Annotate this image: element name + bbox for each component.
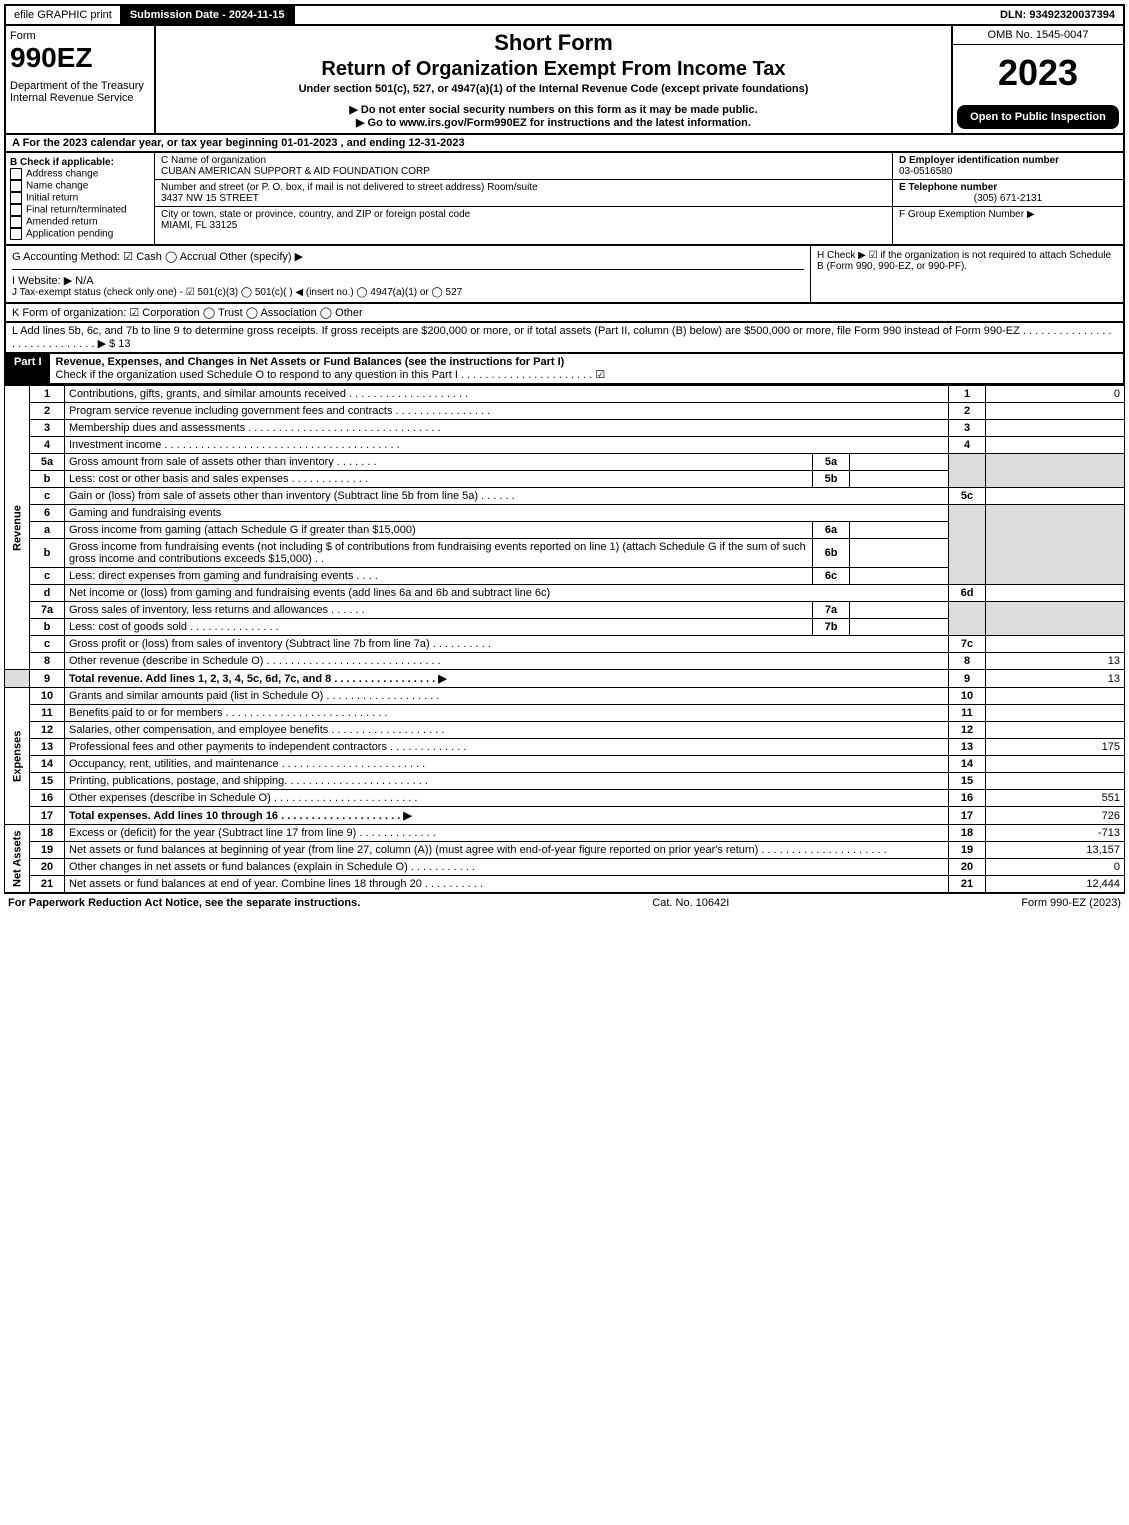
line-L: L Add lines 5b, 6c, and 7b to line 9 to … [4, 323, 1125, 354]
open-to-public: Open to Public Inspection [957, 105, 1119, 129]
line-K: K Form of organization: ☑ Corporation ◯ … [4, 304, 1125, 323]
C-street-label: Number and street (or P. O. box, if mail… [161, 182, 886, 193]
C-street: 3437 NW 15 STREET [161, 193, 886, 204]
checkbox-name-change[interactable]: Name change [10, 180, 150, 192]
short-form: Short Form [164, 30, 943, 56]
C-name: CUBAN AMERICAN SUPPORT & AID FOUNDATION … [161, 166, 886, 177]
form-number: 990EZ [10, 42, 150, 74]
col-B: B Check if applicable: Address change Na… [6, 153, 155, 244]
E-tel-label: E Telephone number [899, 182, 1117, 193]
line-H: H Check ▶ ☑ if the organization is not r… [811, 246, 1123, 302]
footer: For Paperwork Reduction Act Notice, see … [4, 893, 1125, 912]
D-ein: 03-0516580 [899, 166, 1117, 177]
line-G: G Accounting Method: ☑ Cash ◯ Accrual Ot… [12, 250, 804, 270]
B-label: B Check if applicable: [10, 157, 150, 168]
subtitle: Under section 501(c), 527, or 4947(a)(1)… [164, 83, 943, 95]
section-BCD: B Check if applicable: Address change Na… [4, 153, 1125, 246]
netassets-label: Net Assets [5, 825, 30, 893]
part1-header: Part I Revenue, Expenses, and Changes in… [4, 354, 1125, 385]
C-city: MIAMI, FL 33125 [161, 220, 886, 231]
checkbox-initial-return[interactable]: Initial return [10, 192, 150, 204]
form-header: Form 990EZ Department of the Treasury In… [4, 26, 1125, 135]
C-name-label: C Name of organization [161, 155, 886, 166]
checkbox-address-change[interactable]: Address change [10, 168, 150, 180]
col-C: C Name of organization CUBAN AMERICAN SU… [155, 153, 893, 244]
footer-left: For Paperwork Reduction Act Notice, see … [8, 897, 360, 909]
revenue-label: Revenue [5, 386, 30, 670]
F-group-label: F Group Exemption Number ▶ [899, 209, 1117, 220]
form-title: Return of Organization Exempt From Incom… [164, 58, 943, 81]
expenses-label: Expenses [5, 688, 30, 825]
dept-label: Department of the Treasury Internal Reve… [10, 80, 150, 104]
part1-check: Check if the organization used Schedule … [56, 369, 606, 381]
checkbox-amended-return[interactable]: Amended return [10, 216, 150, 228]
footer-center: Cat. No. 10642I [652, 897, 729, 909]
submission-date: Submission Date - 2024-11-15 [122, 6, 295, 24]
efile-label[interactable]: efile GRAPHIC print [6, 6, 122, 24]
dln: DLN: 93492320037394 [992, 6, 1123, 24]
line-A: A For the 2023 calendar year, or tax yea… [4, 135, 1125, 153]
part1-label: Part I [6, 354, 50, 383]
topbar: efile GRAPHIC print Submission Date - 20… [4, 4, 1125, 26]
line-I: I Website: ▶ N/A [12, 274, 804, 287]
omb-number: OMB No. 1545-0047 [953, 26, 1123, 45]
C-city-label: City or town, state or province, country… [161, 209, 886, 220]
warning-2[interactable]: ▶ Go to www.irs.gov/Form990EZ for instru… [164, 116, 943, 129]
tax-year: 2023 [953, 45, 1123, 101]
footer-right: Form 990-EZ (2023) [1021, 897, 1121, 909]
part1-title: Revenue, Expenses, and Changes in Net As… [56, 356, 565, 368]
warning-1: ▶ Do not enter social security numbers o… [164, 103, 943, 116]
D-ein-label: D Employer identification number [899, 155, 1117, 166]
line-J: J Tax-exempt status (check only one) - ☑… [12, 287, 804, 298]
E-tel: (305) 671-2131 [899, 193, 1117, 204]
form-label: Form [10, 30, 150, 42]
section-GH: G Accounting Method: ☑ Cash ◯ Accrual Ot… [4, 246, 1125, 304]
checkbox-final-return[interactable]: Final return/terminated [10, 204, 150, 216]
lines-table: Revenue 1Contributions, gifts, grants, a… [4, 385, 1125, 893]
col-D: D Employer identification number 03-0516… [893, 153, 1123, 244]
checkbox-application-pending[interactable]: Application pending [10, 228, 150, 240]
